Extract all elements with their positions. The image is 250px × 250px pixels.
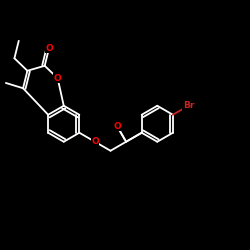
Text: O: O [91,137,99,146]
Text: Br: Br [183,101,194,110]
Text: O: O [54,74,62,83]
Text: O: O [45,44,53,53]
Text: O: O [113,122,121,131]
